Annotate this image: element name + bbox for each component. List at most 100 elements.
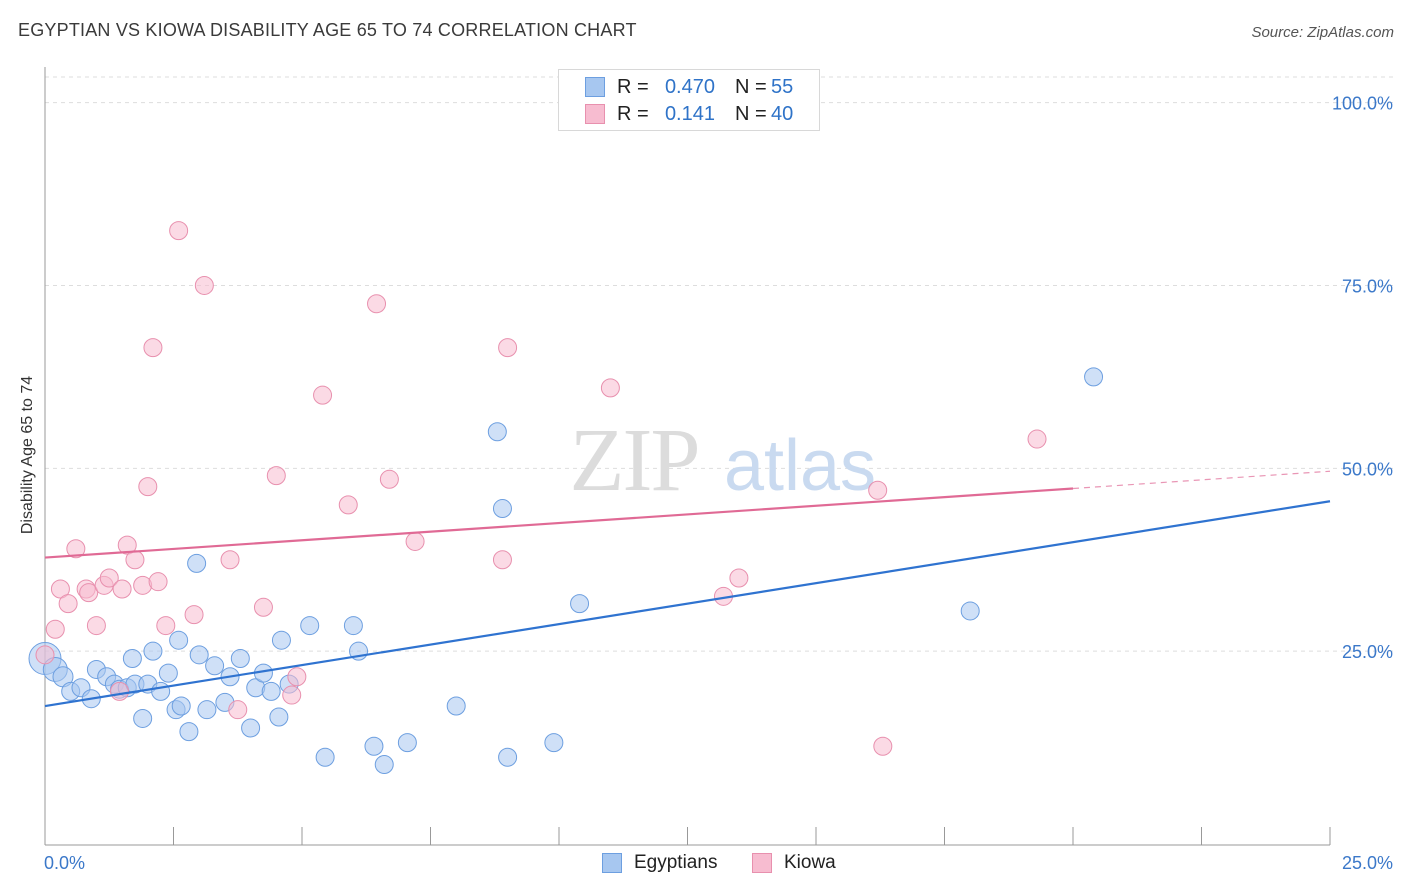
data-point-egyptians: [197, 700, 217, 720]
data-point-kiowa: [86, 616, 106, 636]
tick-labels: 25.0% 50.0% 75.0% 100.0% 0.0% 25.0%: [44, 94, 1393, 873]
data-point-egyptians: [179, 722, 199, 742]
legend-n-label: N =: [735, 102, 767, 125]
data-point-kiowa: [35, 645, 55, 665]
data-point-egyptians: [205, 656, 225, 676]
data-point-egyptians: [498, 747, 518, 767]
legend-n-value: 40: [771, 102, 794, 125]
data-point-egyptians: [364, 736, 384, 756]
data-point-egyptians: [271, 630, 291, 650]
data-point-kiowa: [1027, 429, 1047, 449]
data-point-kiowa: [184, 605, 204, 625]
data-point-kiowa: [117, 535, 137, 555]
data-point-kiowa: [367, 294, 387, 314]
legend-r-value: 0.141: [664, 102, 715, 125]
trend-line-extrapolated-kiowa: [1072, 470, 1331, 490]
data-point-egyptians: [374, 755, 394, 775]
watermark-atlas: atlas: [724, 426, 876, 506]
data-point-kiowa: [194, 275, 214, 295]
legend-swatch-egyptians: [585, 77, 605, 97]
data-point-kiowa: [156, 616, 176, 636]
data-point-egyptians: [151, 681, 171, 701]
series-label-egyptians: Egyptians: [634, 852, 718, 873]
chart-source: Source: ZipAtlas.com: [1251, 24, 1394, 41]
data-point-egyptians: [960, 601, 980, 621]
legend-r-label: R =: [617, 75, 649, 98]
data-point-egyptians: [189, 645, 209, 665]
series-legend-egyptians: Egyptians: [602, 852, 717, 874]
y-tick-label: 50.0%: [1342, 459, 1393, 479]
data-point-egyptians: [187, 553, 207, 573]
data-point-kiowa: [282, 685, 302, 705]
data-point-kiowa: [138, 477, 158, 497]
data-point-kiowa: [66, 539, 86, 559]
data-point-egyptians: [261, 681, 281, 701]
data-point-egyptians: [230, 648, 250, 668]
data-point-egyptians: [544, 733, 564, 753]
legend-n-label: N =: [735, 75, 767, 98]
x-tick-label: 25.0%: [1342, 853, 1393, 873]
data-point-egyptians: [492, 499, 512, 519]
data-point-kiowa: [112, 579, 132, 599]
data-point-kiowa: [228, 700, 248, 720]
data-point-kiowa: [253, 597, 273, 617]
data-point-egyptians: [487, 422, 507, 442]
series-swatch-egyptians: [602, 853, 622, 873]
y-tick-label: 25.0%: [1342, 642, 1393, 662]
data-point-kiowa: [313, 385, 333, 405]
data-point-egyptians: [269, 707, 289, 727]
legend-r-value: 0.470: [664, 75, 715, 98]
data-point-egyptians: [158, 663, 178, 683]
series-label-kiowa: Kiowa: [784, 852, 836, 873]
y-tick-label: 100.0%: [1332, 94, 1393, 114]
zipatlas-watermark: ZIP atlas: [570, 411, 877, 510]
data-point-kiowa: [169, 221, 189, 241]
data-point-kiowa: [143, 338, 163, 358]
legend-row-kiowa: R = 0.141 N = 40: [585, 101, 793, 127]
data-point-kiowa: [600, 378, 620, 398]
series-swatch-kiowa: [752, 853, 772, 873]
data-point-kiowa: [287, 667, 307, 687]
data-point-egyptians: [169, 630, 189, 650]
data-point-kiowa: [492, 550, 512, 570]
trend-line-egyptians: [44, 500, 1331, 708]
data-point-egyptians: [446, 696, 466, 716]
data-point-kiowa: [99, 568, 119, 588]
data-point-egyptians: [133, 708, 153, 728]
chart-title: EGYPTIAN VS KIOWA DISABILITY AGE 65 TO 7…: [18, 20, 637, 40]
data-point-kiowa: [125, 550, 145, 570]
data-point-kiowa: [405, 531, 425, 551]
trend-line-kiowa: [44, 487, 1074, 559]
data-point-kiowa: [50, 579, 70, 599]
data-point-kiowa: [498, 338, 518, 358]
data-point-egyptians: [143, 641, 163, 661]
data-point-kiowa: [266, 466, 286, 486]
data-point-kiowa: [58, 594, 78, 614]
legend-row-egyptians: R = 0.470 N = 55: [585, 74, 793, 100]
data-point-kiowa: [868, 480, 888, 500]
data-point-egyptians: [397, 733, 417, 753]
data-point-kiowa: [79, 583, 99, 603]
data-point-kiowa: [148, 572, 168, 592]
data-point-kiowa: [110, 681, 130, 701]
data-point-kiowa: [220, 550, 240, 570]
data-point-kiowa: [45, 619, 65, 639]
legend-n-value: 55: [771, 75, 794, 98]
data-point-egyptians: [122, 648, 142, 668]
correlation-legend: R = 0.470 N = 55 R = 0.141 N = 40: [558, 69, 820, 131]
y-tick-label: 75.0%: [1342, 276, 1393, 296]
data-point-kiowa: [729, 568, 749, 588]
watermark-zip: ZIP: [570, 411, 699, 510]
gridlines: [45, 76, 1395, 652]
data-point-egyptians: [570, 594, 590, 614]
legend-swatch-kiowa: [585, 104, 605, 124]
x-tick-label: 0.0%: [44, 853, 85, 873]
data-point-kiowa: [873, 736, 893, 756]
data-point-egyptians: [343, 616, 363, 636]
trend-lines: [44, 470, 1331, 708]
data-point-egyptians: [300, 616, 320, 636]
series-legend: Egyptians Kiowa: [0, 852, 1406, 878]
series-legend-kiowa: Kiowa: [752, 852, 836, 874]
data-point-kiowa: [379, 469, 399, 489]
